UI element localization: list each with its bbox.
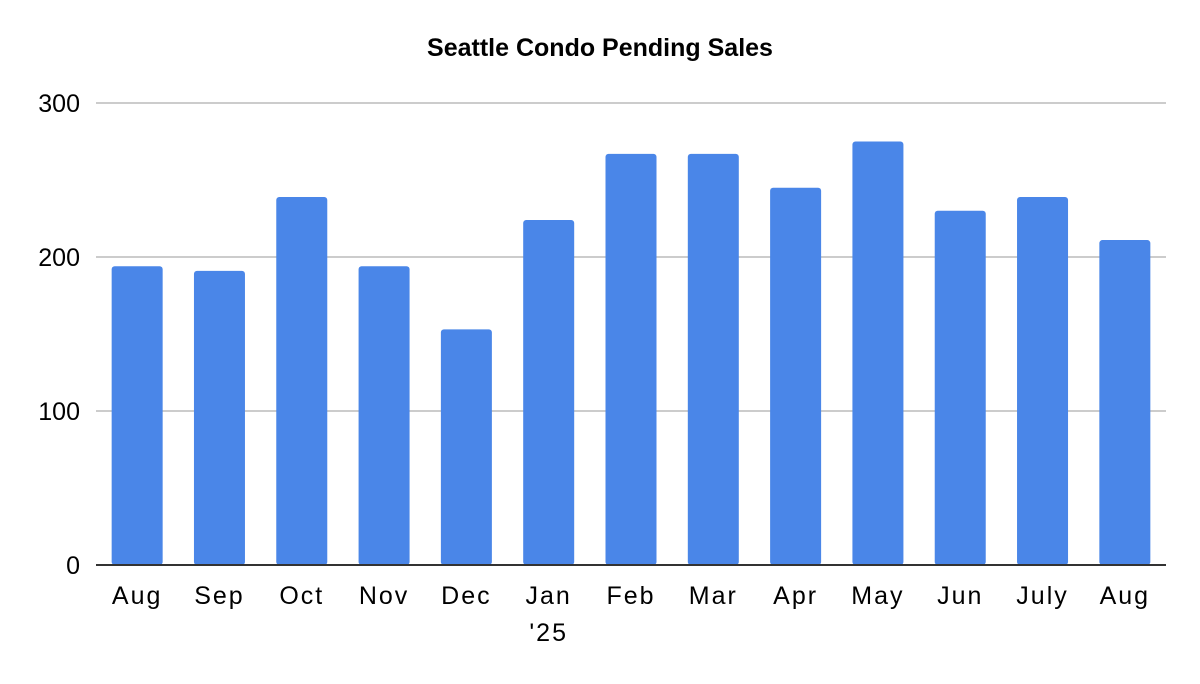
x-tick-label: May bbox=[851, 582, 904, 610]
x-tick-label: Oct bbox=[279, 582, 324, 610]
bar bbox=[523, 220, 575, 566]
x-axis-labels: Aug Sep Oct Nov Dec Jan '25 Feb Mar Apr May Jun July… bbox=[112, 582, 1150, 647]
bar bbox=[770, 187, 822, 565]
y-tick-label: 100 bbox=[38, 398, 80, 426]
x-tick-label: Aug bbox=[1100, 582, 1150, 610]
bar bbox=[605, 153, 657, 565]
y-axis-ticks: 0 100 200 300 bbox=[38, 90, 80, 580]
bar bbox=[687, 153, 739, 565]
x-tick-label: July bbox=[1016, 582, 1068, 610]
x-tick-label: Jun bbox=[937, 582, 983, 610]
y-tick-label: 0 bbox=[66, 552, 80, 580]
bar bbox=[440, 329, 492, 565]
x-tick-label: Jan '25 bbox=[526, 582, 572, 647]
bar bbox=[358, 266, 410, 565]
bar bbox=[1017, 196, 1069, 565]
y-tick-label: 200 bbox=[38, 244, 80, 272]
x-tick-label: Nov bbox=[359, 582, 409, 610]
x-tick-label: Mar bbox=[689, 582, 738, 610]
bars bbox=[111, 141, 1151, 566]
bar bbox=[111, 266, 163, 565]
bar bbox=[852, 141, 904, 565]
bar bbox=[934, 210, 986, 566]
y-tick-label: 300 bbox=[38, 90, 80, 118]
bar bbox=[276, 196, 328, 565]
x-tick-label: Apr bbox=[773, 582, 818, 610]
x-tick-label: Aug bbox=[112, 582, 162, 610]
x-tick-label: Dec bbox=[441, 582, 491, 610]
bar bbox=[193, 270, 245, 565]
bar bbox=[1099, 240, 1151, 565]
x-tick-label: Feb bbox=[606, 582, 655, 610]
x-tick-label: Sep bbox=[194, 582, 244, 610]
chart-title: Seattle Condo Pending Sales bbox=[427, 34, 773, 62]
